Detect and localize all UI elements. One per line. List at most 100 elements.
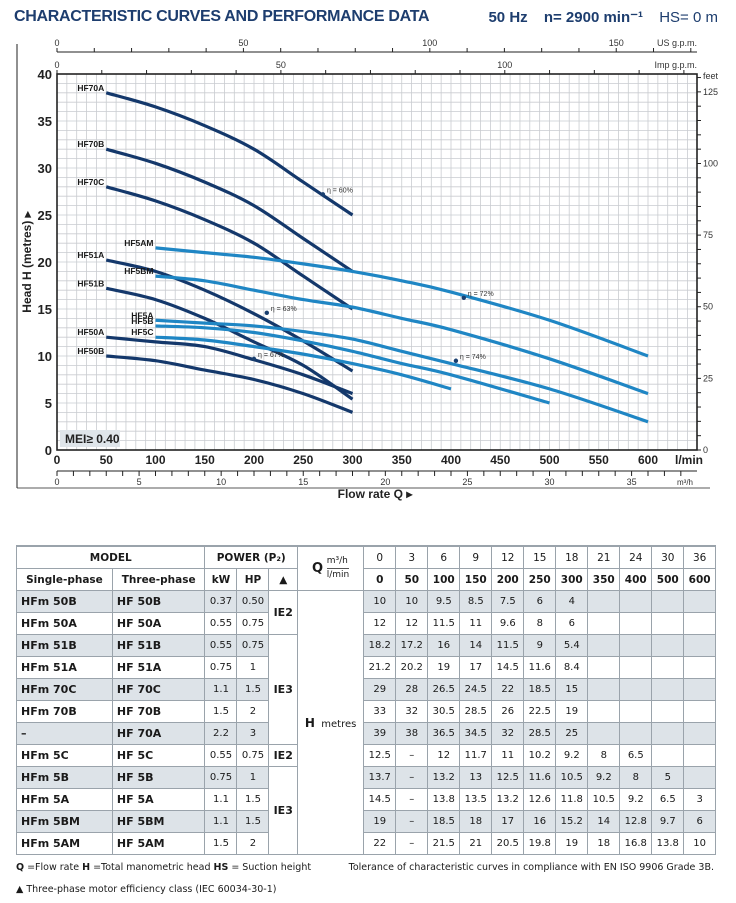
table-row: HFm 70B HF 70B 1.5 2 33 32 30.5 28.5 26 22.5 19: [16, 700, 716, 723]
head-value: 21: [459, 832, 493, 855]
q-m3h-value: 6: [427, 545, 461, 569]
q-m3h-value: 12: [491, 545, 525, 569]
y-axis-title: Head H (metres) ▸: [20, 210, 34, 312]
head-value: [619, 722, 653, 745]
head-value: 19.8: [523, 832, 557, 855]
table-row: HFm 5AM HF 5AM 1.5 2 22–21.5 21 20.5 19.8 19 18 16…: [16, 832, 716, 855]
head-value: [651, 744, 685, 767]
imp-gpm-tick-label: 100: [497, 60, 512, 70]
head-value: 13.2: [491, 788, 525, 811]
q-lmin-value: 250: [523, 568, 557, 591]
x-tick-label: 600: [638, 453, 658, 467]
head-value: 10: [395, 590, 429, 613]
power-kw: 0.55: [204, 634, 238, 657]
x-unit-label: l/min: [675, 453, 703, 467]
us-gpm-tick-label: 150: [609, 38, 624, 48]
three-phase-model: HF 50A: [111, 612, 206, 635]
m3h-tick-label: 30: [544, 477, 554, 487]
y-tick-label: 40: [38, 67, 52, 82]
single-phase-model: HFm 70B: [16, 700, 113, 723]
feet-tick-label: 75: [703, 230, 713, 240]
power-hp: 1: [236, 656, 270, 679]
single-phase-model: HFm 51A: [16, 656, 113, 679]
head-value: 15: [555, 678, 589, 701]
table-row: HFm 70C HF 70C 1.1 1.5 29 28 26.5 24.5 22 18.5 15: [16, 678, 716, 701]
curve-hf50b: [106, 354, 354, 414]
efficiency-marker: [251, 356, 257, 362]
head-value: 22: [491, 678, 525, 701]
head-value: 17: [491, 810, 525, 833]
head-value: [619, 590, 653, 613]
head-value: 10.5: [555, 766, 589, 789]
three-phase-model: HF 70A: [111, 722, 206, 745]
legend-note: Q =Flow rate H =Total manometric head HS…: [16, 862, 312, 873]
head-value: 12: [395, 612, 429, 635]
power-kw: 1.1: [204, 810, 238, 833]
head-value: 18: [587, 832, 621, 855]
head-value: [587, 612, 621, 635]
curve-label-hf5a: HF5A: [131, 310, 153, 320]
head-value: [683, 590, 716, 613]
x-tick-label: 500: [539, 453, 559, 467]
efficiency-class: IE2: [268, 744, 298, 767]
efficiency-marker: [264, 310, 270, 316]
head-value: [683, 700, 716, 723]
head-value: [587, 722, 621, 745]
head-value: 30.5: [427, 700, 461, 723]
q-lmin-value: 600: [683, 568, 716, 591]
x-tick-label: 0: [54, 453, 61, 467]
head-value: 13.8: [427, 788, 461, 811]
efficiency-label: η = 74%: [460, 354, 486, 361]
head-value: [619, 612, 653, 635]
head-value: [651, 678, 685, 701]
single-phase-model: HFm 5BM: [16, 810, 113, 833]
curve-label-hf5am: HF5AM: [124, 238, 153, 248]
head-value: 16: [523, 810, 557, 833]
head-value: 39: [363, 722, 397, 745]
head-value: –: [395, 810, 429, 833]
head-value: 13.7: [363, 766, 397, 789]
head-value: 33: [363, 700, 397, 723]
single-phase-model: HFm 50B: [16, 590, 113, 613]
head-value: 29: [363, 678, 397, 701]
head-value: [651, 634, 685, 657]
table-row: HFm 5A HF 5A 1.1 1.5 14.5–13.8 13.5 13.2 12.6 11…: [16, 788, 716, 811]
x-tick-label: 50: [100, 453, 114, 467]
x-tick-label: 450: [490, 453, 510, 467]
q-lmin-value: 200: [491, 568, 525, 591]
power-kw: 1.5: [204, 700, 238, 723]
m3h-tick-label: 35: [627, 477, 637, 487]
head-value: [683, 722, 716, 745]
head-value: [651, 612, 685, 635]
table-row: HFm 51A HF 51A 0.75 1 21.2 20.2 19 17 14.5 11.6 8.…: [16, 656, 716, 679]
head-value: 32: [395, 700, 429, 723]
x-tick-label: 200: [244, 453, 264, 467]
head-value: 36.5: [427, 722, 461, 745]
head-value: 14.5: [363, 788, 397, 811]
efficiency-label: η = 63%: [271, 306, 297, 313]
efficiency-class-header: ▲: [268, 568, 298, 591]
head-value: 11.5: [427, 612, 461, 635]
performance-table: MODEL POWER (P₂) Q m³/h l/min 0 3 6 9 12 15 18 21 24…: [15, 545, 716, 855]
head-value: [587, 590, 621, 613]
head-value: [683, 766, 716, 789]
m3h-tick-label: 25: [462, 477, 472, 487]
curve-hf51a: [105, 258, 354, 373]
suction-height: HS= 0 m: [659, 9, 718, 26]
head-value: 18.5: [427, 810, 461, 833]
q-m3h-value: 3: [395, 545, 429, 569]
single-phase-model: –: [16, 722, 113, 745]
head-value: 12.6: [523, 788, 557, 811]
head-value: [683, 744, 716, 767]
single-phase-model: HFm 5C: [16, 744, 113, 767]
q-lmin-value: 100: [427, 568, 461, 591]
three-phase-model: HF 70C: [111, 678, 206, 701]
three-phase-model: HF 51B: [111, 634, 206, 657]
curve-label-hf70c: HF70C: [77, 177, 104, 187]
head-value: [651, 590, 685, 613]
head-value: 11: [459, 612, 493, 635]
head-value: 22: [363, 832, 397, 855]
three-phase-model: HF 5A: [111, 788, 206, 811]
